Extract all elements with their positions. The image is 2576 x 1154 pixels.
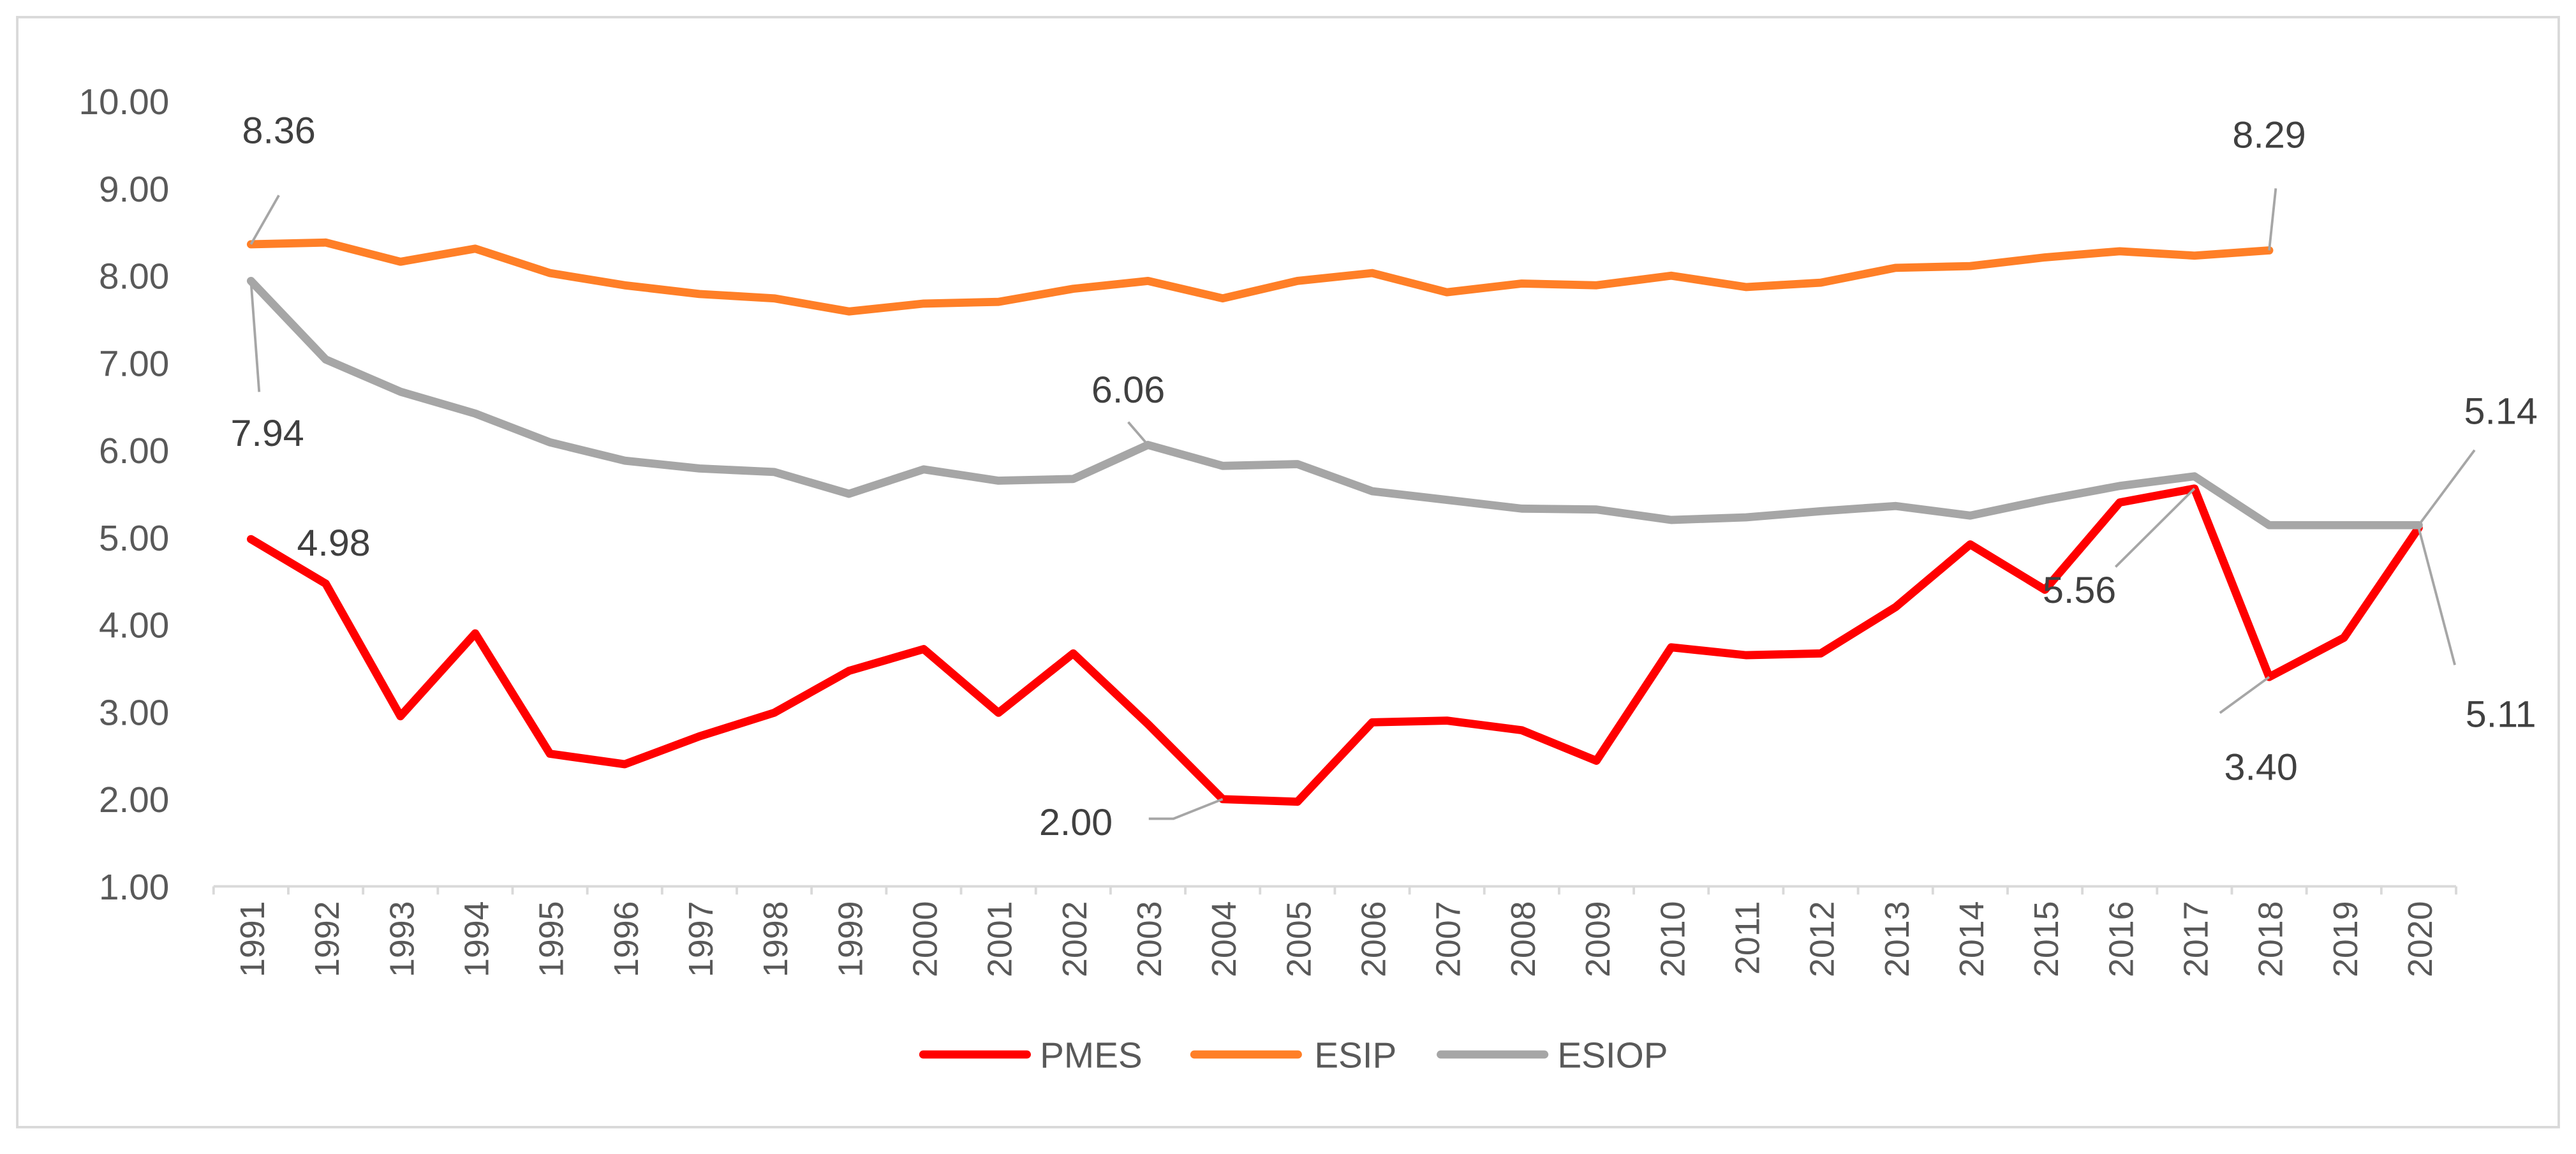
- data-label-esiop-1991: 7.94: [230, 412, 304, 454]
- leader-line: [249, 281, 261, 392]
- data-label-esip-2018: 8.29: [2232, 114, 2306, 156]
- leader-line: [2417, 449, 2476, 526]
- legend-label: ESIOP: [1557, 1035, 1668, 1076]
- chart-border: [16, 15, 2560, 1128]
- x-tick-label: 2018: [2252, 901, 2290, 977]
- data-label-pmes-2004: 2.00: [1039, 801, 1113, 843]
- series-line-esiop: [246, 276, 2423, 529]
- x-tick-label: 1995: [533, 901, 571, 977]
- x-tick-label: 2010: [1654, 901, 1692, 977]
- x-tick-label: 2008: [1504, 901, 1543, 977]
- legend-item-esiop: ESIOP: [1437, 1035, 1668, 1076]
- x-axis: 1991 1992 1993 1994 1995 1996 1997 1998 1999 2000…: [212, 885, 2457, 977]
- x-tick-label: 2011: [1728, 901, 1766, 975]
- legend-item-esip: ESIP: [1190, 1035, 1396, 1076]
- x-tick-label: 1994: [457, 901, 496, 977]
- x-tick-label: 1997: [682, 901, 720, 977]
- y-tick-label: 6.00: [99, 431, 169, 471]
- data-label-pmes-1991: 4.98: [297, 522, 370, 564]
- x-tick-label: 1998: [757, 901, 795, 977]
- y-tick-label: 4.00: [99, 605, 169, 646]
- leader-line: [1127, 421, 1149, 446]
- x-tick-label: 2009: [1579, 901, 1617, 977]
- legend-label: PMES: [1040, 1035, 1143, 1076]
- x-tick-label: 2019: [2327, 901, 2365, 977]
- legend: PMES ESIP ESIOP: [919, 1035, 1668, 1076]
- data-label-esip-1991: 8.36: [242, 109, 316, 151]
- leader-line: [2219, 676, 2270, 714]
- x-tick-label: 2015: [2027, 901, 2066, 977]
- x-tick-label: 2003: [1130, 901, 1169, 977]
- x-tick-label: 2014: [1953, 901, 1991, 977]
- x-tick-label: 2002: [1056, 901, 1094, 977]
- y-tick-label: 7.00: [99, 344, 169, 384]
- x-tick-label: 1993: [383, 901, 421, 977]
- leader-line: [2268, 188, 2277, 251]
- leader-line: [2417, 527, 2456, 665]
- x-tick-label: 2004: [1205, 901, 1243, 977]
- series-line-esip: [246, 238, 2274, 316]
- data-label-pmes-2018: 3.40: [2224, 746, 2298, 788]
- x-tick-label: 2017: [2177, 901, 2215, 977]
- leader-line: [249, 195, 280, 245]
- x-tick-label: 1991: [233, 901, 272, 977]
- leader-line: [1148, 797, 1224, 820]
- data-label-pmes-2017: 5.56: [2043, 569, 2116, 611]
- x-tick-label: 2001: [981, 901, 1019, 977]
- data-label-esiop-2003: 6.06: [1092, 369, 1165, 411]
- data-label-esiop-2020: 5.14: [2464, 390, 2538, 433]
- y-tick-label: 8.00: [99, 256, 169, 297]
- x-tick-label: 2016: [2102, 901, 2140, 977]
- x-tick-label: 2006: [1354, 901, 1393, 977]
- x-tick-label: 2007: [1430, 901, 1468, 977]
- legend-label: ESIP: [1314, 1035, 1396, 1076]
- series-lines: [246, 238, 2423, 806]
- y-tick-label: 2.00: [99, 780, 169, 820]
- y-axis: 1.00 2.00 3.00 4.00 5.00 6.00 7.00 8.00 9.00 10.0…: [78, 82, 169, 907]
- x-tick-label: 2005: [1280, 901, 1318, 977]
- x-tick-label: 2012: [1803, 901, 1841, 977]
- y-tick-label: 10.00: [78, 82, 169, 122]
- x-tick-label: 2020: [2401, 901, 2439, 977]
- data-label-pmes-2020: 5.11: [2466, 693, 2536, 736]
- series-line-pmes: [246, 484, 2423, 806]
- x-tick-label: 1996: [607, 901, 646, 977]
- y-tick-label: 5.00: [99, 518, 169, 558]
- x-tick-label: 1992: [308, 901, 346, 977]
- x-tick-label: 2013: [1878, 901, 1916, 977]
- leader-line: [2114, 487, 2196, 568]
- y-tick-label: 3.00: [99, 693, 169, 733]
- y-tick-label: 9.00: [99, 169, 169, 209]
- legend-item-pmes: PMES: [919, 1035, 1143, 1076]
- x-tick-label: 1999: [831, 901, 870, 977]
- data-labels: 4.98 8.36 7.94 6.06 2.00 5.56 8.29 3.40 5.14 5.11: [230, 109, 2537, 843]
- x-tick-label: 2000: [906, 901, 944, 977]
- y-tick-label: 1.00: [99, 867, 169, 907]
